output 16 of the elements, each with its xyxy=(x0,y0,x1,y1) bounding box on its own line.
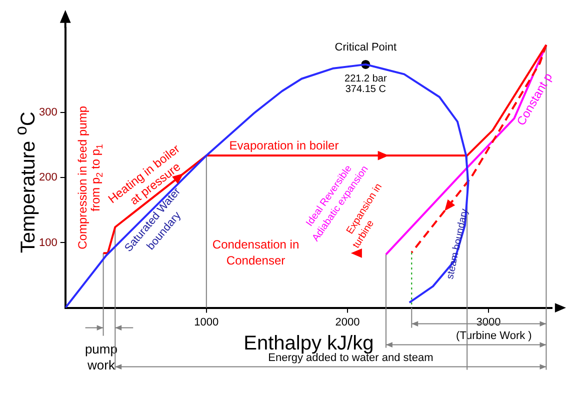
text: (Turbine Work ) xyxy=(456,330,532,342)
annotation: Condensation in xyxy=(212,238,300,252)
x-tick-label: 2000 xyxy=(335,316,360,328)
annotation: from p2 to p1 xyxy=(88,144,104,212)
x-tick-label: 1000 xyxy=(194,316,219,328)
y-tick-label: 200 xyxy=(38,172,58,184)
annotation: Compression in feed pump xyxy=(76,106,90,250)
annotation: 221.2 bar xyxy=(344,74,388,85)
text: pump work xyxy=(84,341,118,372)
annotation: Evaporation in boiler xyxy=(229,138,339,153)
annotation: 374.15 C xyxy=(345,84,386,95)
y-tick-label: 100 xyxy=(38,236,58,249)
annotation: Critical Point xyxy=(334,42,397,54)
annotation: steam boundary xyxy=(444,208,471,280)
annotation: Condenser xyxy=(226,253,286,268)
y-tick-label: 300 xyxy=(38,106,58,119)
